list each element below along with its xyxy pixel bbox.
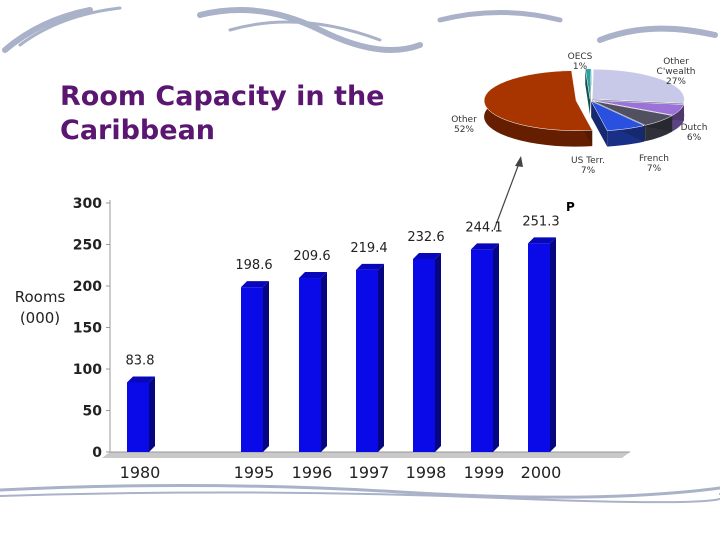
slice-top <box>592 100 685 116</box>
slice-top <box>483 70 593 131</box>
value-label: 244.1 <box>465 220 502 235</box>
bar-top <box>241 281 269 288</box>
x-tick-label: 1995 <box>234 463 275 482</box>
pie-label: Other C'wealth <box>656 57 696 77</box>
pie-label: US Terr. <box>571 156 605 166</box>
y-tick-label: 200 <box>73 279 102 295</box>
x-tick-label: 1999 <box>464 463 505 482</box>
slice-wall <box>585 68 592 115</box>
pie-value-label: 27% <box>665 77 686 87</box>
pie-label: Dutch <box>680 123 708 133</box>
x-tick-label: 2000 <box>521 463 562 482</box>
annotation: P <box>566 200 575 214</box>
pie-value-label: 1% <box>572 62 588 72</box>
bar-side <box>435 252 441 452</box>
y-tick-label: 100 <box>73 362 102 378</box>
pie-value-label: 7% <box>580 166 596 176</box>
bar <box>356 263 384 452</box>
bar <box>471 243 499 452</box>
bar-side <box>493 243 499 452</box>
pie-label: OECS <box>567 52 593 62</box>
pie-value-label: 52% <box>453 125 474 135</box>
bar-side <box>263 281 269 452</box>
bar-front <box>127 382 149 452</box>
pie-slice <box>585 68 592 115</box>
bar-side <box>321 272 327 452</box>
arrow <box>493 157 522 231</box>
bar-front <box>413 258 435 452</box>
bar <box>413 252 441 452</box>
bar-side <box>378 263 384 452</box>
slide-title: Room Capacity in the Caribbean <box>60 81 385 146</box>
bar-side <box>149 376 155 452</box>
bar-side <box>550 237 556 452</box>
y-tick-label: 150 <box>73 321 102 337</box>
bar-top <box>528 237 556 244</box>
bar-top <box>299 272 327 279</box>
pie-value-label: 7% <box>646 164 662 174</box>
pie-label: French <box>639 154 669 164</box>
bar-front <box>528 243 550 452</box>
bar <box>241 281 269 452</box>
slice-top <box>585 68 592 99</box>
value-label: 219.4 <box>350 241 387 256</box>
x-tick-label: 1997 <box>349 463 390 482</box>
arrow-head <box>515 156 523 167</box>
value-label: 209.6 <box>293 249 330 264</box>
bar-top <box>356 263 384 270</box>
floor <box>102 452 630 458</box>
slice-top <box>592 68 685 104</box>
x-tick-label: 1998 <box>406 463 447 482</box>
decoration <box>0 6 720 504</box>
slice-top <box>590 100 646 131</box>
y-tick-label: 250 <box>73 238 102 254</box>
bar <box>127 376 155 452</box>
y-axis-label: Rooms (000) <box>14 288 66 327</box>
x-tick-label: 1980 <box>120 463 161 482</box>
bar-top <box>127 376 155 383</box>
y-tick-label: 50 <box>83 404 103 420</box>
pie-slice <box>590 100 646 147</box>
value-label: 83.8 <box>126 353 155 368</box>
slice-top <box>592 100 673 126</box>
bar-top <box>471 243 499 250</box>
value-label: 251.3 <box>522 214 559 229</box>
bar-front <box>299 278 321 452</box>
bar-front <box>241 287 263 452</box>
pie-slice <box>483 70 593 147</box>
value-label: 232.6 <box>407 230 444 245</box>
pie-value-label: 6% <box>686 133 702 143</box>
y-tick-label: 300 <box>73 196 102 212</box>
bar-top <box>413 252 441 259</box>
y-tick-label: 0 <box>92 445 102 461</box>
pie-label: Other <box>451 115 477 125</box>
bar <box>528 237 556 452</box>
x-tick-label: 1996 <box>292 463 333 482</box>
value-label: 198.6 <box>235 258 272 273</box>
bar-front <box>471 249 493 452</box>
bar-front <box>356 269 378 452</box>
bar <box>299 272 327 452</box>
